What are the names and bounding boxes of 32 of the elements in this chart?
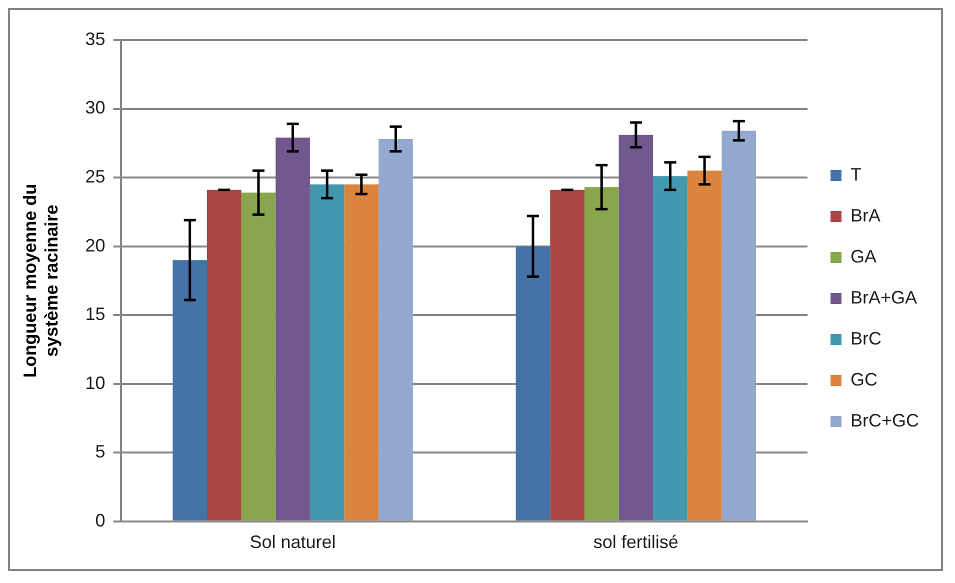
y-tick-label: 35 (85, 28, 106, 49)
y-tick-label: 25 (85, 166, 106, 187)
y-tick-label: 30 (85, 98, 106, 118)
legend-label: GC (850, 369, 878, 390)
bar (276, 138, 310, 520)
bar (687, 170, 722, 520)
x-tick-label: sol fertilisé (593, 532, 678, 552)
bar (550, 190, 584, 520)
bar (241, 192, 276, 520)
bar (172, 260, 208, 520)
y-tick-label: 10 (85, 372, 106, 393)
x-tick-label: Sol naturel (250, 532, 336, 552)
bar (516, 246, 550, 520)
bar (618, 134, 654, 520)
bar (344, 184, 379, 520)
bar (207, 190, 242, 520)
bar (584, 187, 619, 520)
legend-label: T (850, 164, 862, 184)
y-axis-title: Longueur moyenne du système racinaire (20, 184, 62, 378)
bar (653, 176, 688, 520)
bar (378, 139, 413, 520)
legend-label: BrA+GA (850, 287, 918, 308)
bar (722, 130, 756, 520)
legend-label: BrC+GC (850, 410, 920, 430)
y-tick-label: 15 (85, 304, 106, 324)
y-tick-label: 20 (85, 235, 106, 256)
y-tick-label: 5 (95, 442, 106, 462)
legend-label: BrC (850, 328, 882, 348)
legend-label: GA (850, 246, 877, 266)
y-tick-label: 0 (95, 510, 106, 530)
legend-label: BrA (850, 205, 881, 226)
bar (310, 184, 344, 520)
